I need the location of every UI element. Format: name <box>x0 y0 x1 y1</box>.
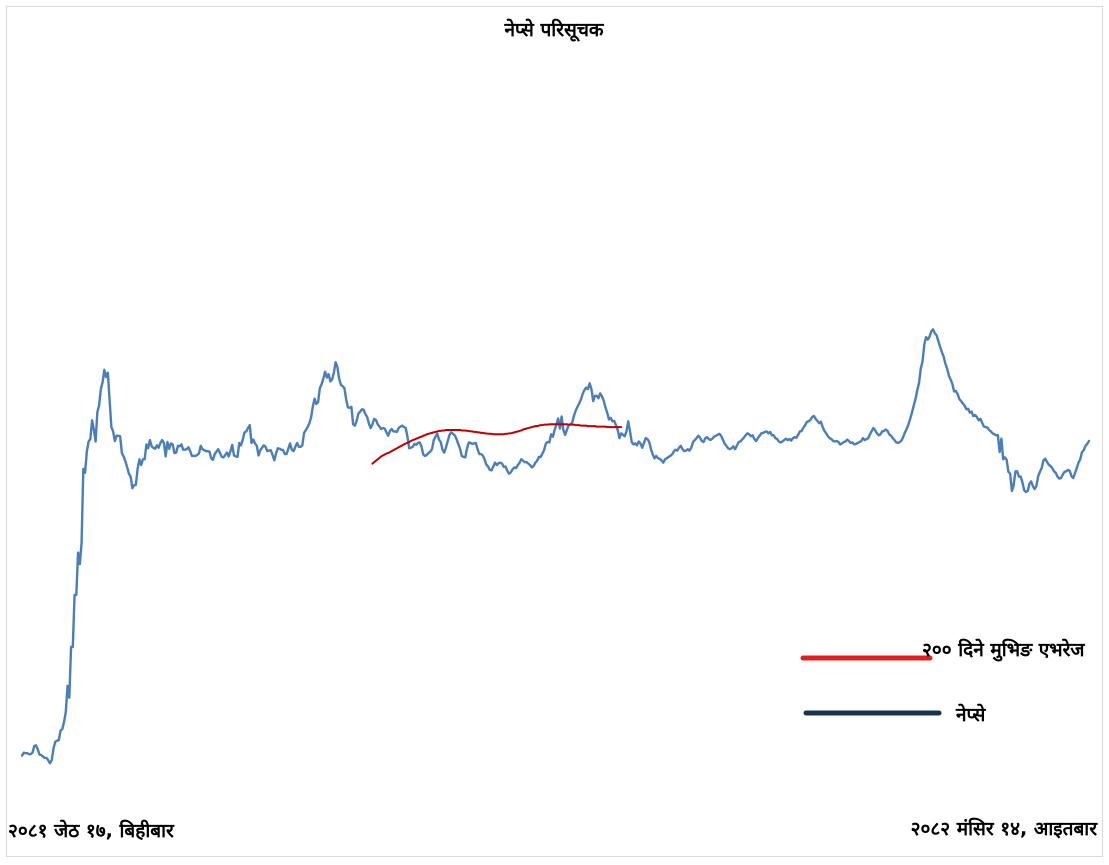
series-line-nepse <box>20 328 1091 765</box>
chart-title: नेप्से परिसूचक <box>504 18 605 42</box>
series-line-ma200 <box>371 423 623 465</box>
chart-frame <box>6 6 1103 857</box>
legend-label-nepse: नेप्से <box>955 703 987 726</box>
legend-label-ma200: २०० दिने मुभिङ एभरेज <box>922 638 1085 662</box>
legend: २०० दिने मुभिङ एभरेज नेप्से <box>800 638 1085 726</box>
x-axis-end-label: २०८२ मंसिर १४, आइतबार <box>911 817 1099 840</box>
x-axis-start-label: २०८१ जेठ १७, बिहीबार <box>8 819 175 842</box>
series-layer <box>20 328 1091 765</box>
